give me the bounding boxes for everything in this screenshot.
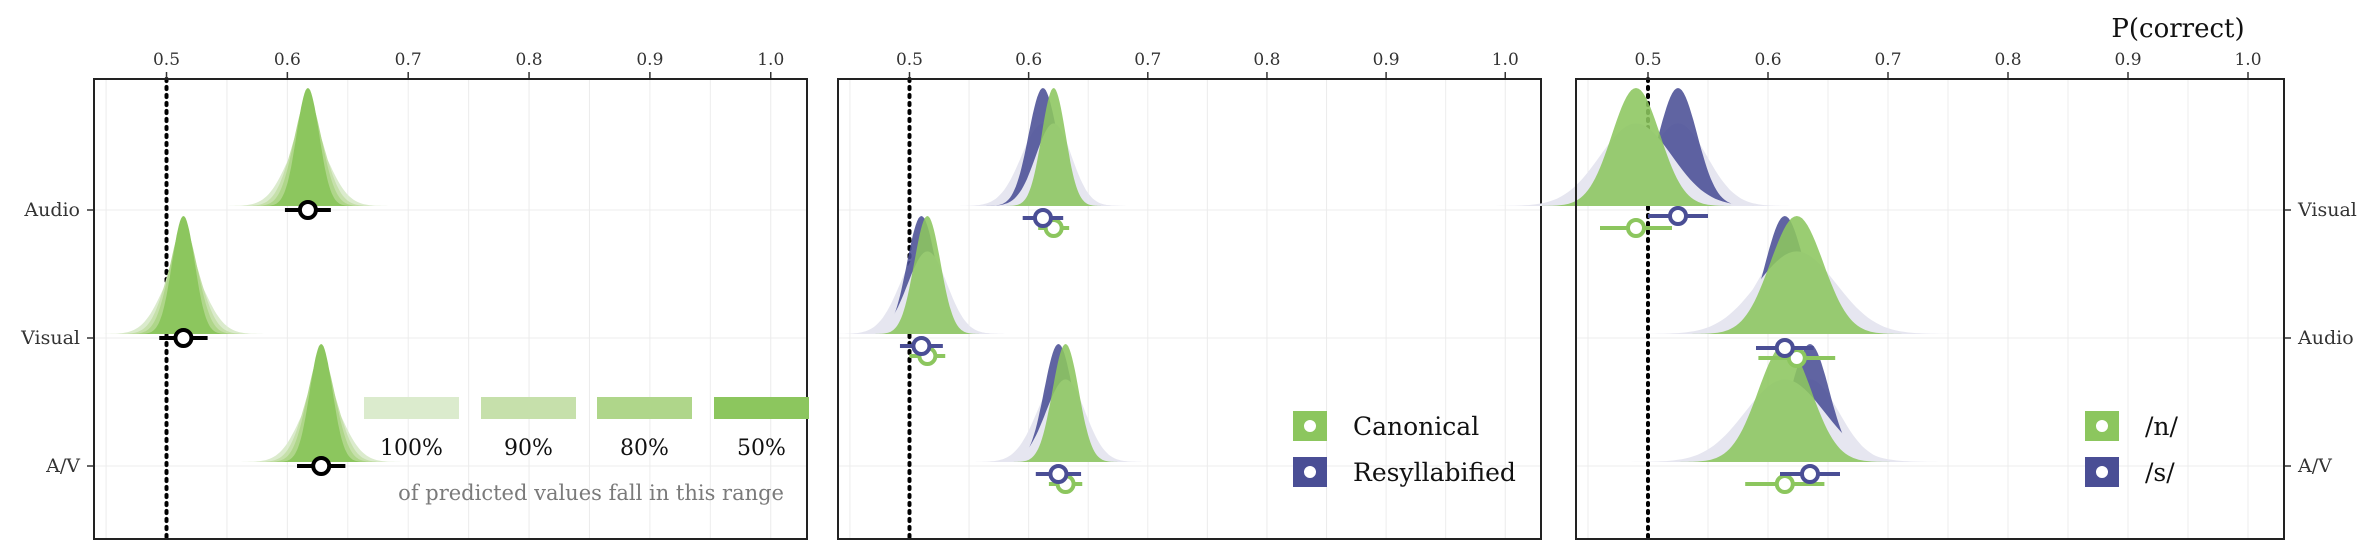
legend-key-point-n <box>2092 416 2112 436</box>
x-tick-label: 0.6 <box>1015 50 1042 70</box>
category-label-visual: Visual <box>20 327 80 349</box>
x-tick-label: 1.0 <box>2234 50 2261 70</box>
x-tick-label: 0.6 <box>1754 50 1781 70</box>
x-tick-label: 1.0 <box>1492 50 1519 70</box>
legend-label-100: 100% <box>380 436 443 461</box>
x-tick-label: 1.0 <box>757 50 784 70</box>
legend-swatch-50 <box>714 397 809 419</box>
legend-swatch-90 <box>481 397 576 419</box>
legend-label-resyllabified: Resyllabified <box>1353 458 1516 487</box>
x-tick-label: 0.7 <box>1874 50 1901 70</box>
category-label-a-v: A/V <box>2297 455 2332 477</box>
density-overall-a-v-band-50 <box>276 344 367 462</box>
interval-overall-a-v-point <box>311 456 332 476</box>
x-tick-label: 0.7 <box>1134 50 1161 70</box>
panel-syllabification: 0.5 0.6 0.7 0.8 0.9 1.0 Canonical Resyllabified <box>835 50 1542 541</box>
legend-label-50: 50% <box>737 436 786 461</box>
density-n-a-v <box>1679 344 1891 462</box>
category-label-audio: Audio <box>2297 327 2354 349</box>
density-n-visual <box>1540 88 1732 206</box>
density-canonical-a-v <box>1013 344 1118 462</box>
interval-n-visual-point <box>1626 218 1646 238</box>
category-label-visual: Visual <box>2297 199 2357 221</box>
panel-border <box>93 78 808 540</box>
legend-label-90: 90% <box>504 436 553 461</box>
legend-label-canonical: Canonical <box>1353 412 1479 441</box>
interval-n-a-v-point <box>1774 474 1795 494</box>
interval-resyllabified-visual-point <box>911 336 932 356</box>
density-canonical-visual <box>874 216 980 334</box>
interval-resyllabified-audio-point <box>1032 208 1053 228</box>
panel-border <box>837 78 1542 540</box>
legend-label-n: /n/ <box>2145 412 2179 441</box>
density-canonical-audio <box>1006 88 1102 206</box>
density-n-audio <box>1691 216 1903 334</box>
interval-s-audio-point <box>1774 338 1795 358</box>
interval-s-a-v-point <box>1800 464 1820 484</box>
panel-modality: 0.5 0.6 0.7 0.8 0.9 1.0 Audio Visual A/V 100% 90% 8… <box>20 50 809 541</box>
x-tick-label: 0.8 <box>1994 50 2021 70</box>
x-tick-label: 0.8 <box>1253 50 1280 70</box>
x-tick-label: 0.5 <box>1634 50 1661 70</box>
category-label-a-v: A/V <box>45 455 80 477</box>
interval-s-visual-point <box>1668 206 1688 226</box>
legend-label-80: 80% <box>620 436 669 461</box>
legend-caption: of predicted values fall in this range <box>398 481 784 505</box>
x-axis-title: P(correct) <box>2111 14 2244 44</box>
panel-consonant: 0.5 0.6 0.7 0.8 0.9 1.0 Visual Audio A/V/n/ /s/ <box>1492 50 2357 541</box>
x-tick-label: 0.8 <box>516 50 543 70</box>
x-tick-label: 0.5 <box>896 50 923 70</box>
category-label-audio: Audio <box>23 199 80 221</box>
x-tick-label: 0.9 <box>1373 50 1400 70</box>
legend-key-point-s <box>2092 462 2112 482</box>
legend-label-s: /s/ <box>2145 458 2175 487</box>
legend-swatch-100 <box>364 397 459 419</box>
x-tick-label: 0.6 <box>274 50 301 70</box>
x-tick-label: 0.5 <box>153 50 180 70</box>
density-overall-visual-band-50 <box>138 216 229 334</box>
density-overall-audio-band-50 <box>262 88 354 206</box>
legend-swatch-80 <box>597 397 692 419</box>
interval-resyllabified-a-v-point <box>1048 464 1069 484</box>
legend-key-point-canonical <box>1300 416 1320 436</box>
panel-border <box>1575 78 2285 540</box>
x-tick-label: 0.9 <box>636 50 663 70</box>
interval-overall-visual-point <box>173 328 194 348</box>
x-tick-label: 0.7 <box>395 50 422 70</box>
legend-key-point-resyllabified <box>1300 462 1320 482</box>
x-tick-label: 0.9 <box>2114 50 2141 70</box>
density-s-visual <box>1601 88 1755 206</box>
interval-overall-audio-point <box>297 200 318 220</box>
